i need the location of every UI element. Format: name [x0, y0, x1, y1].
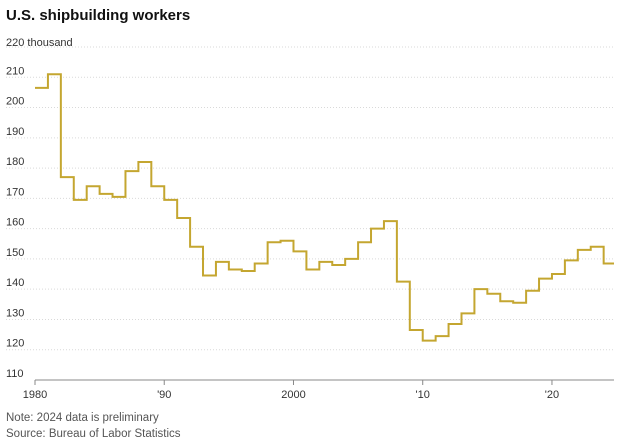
- y-tick-label: 110: [6, 368, 24, 380]
- series-layer: [35, 73, 614, 342]
- y-tick-label: 170: [6, 186, 24, 198]
- series-line: [35, 73, 614, 342]
- gridlines: [6, 46, 614, 351]
- x-tick-label: '10: [416, 389, 430, 401]
- y-tick-label: 210: [6, 65, 24, 77]
- y-tick-label: 120: [6, 338, 24, 350]
- x-axis-ticks: 1980 '90 2000 '10 '20: [23, 380, 559, 401]
- x-tick-label: '20: [545, 389, 559, 401]
- y-tick-label: 140: [6, 277, 24, 289]
- chart-source: Source: Bureau of Labor Statistics: [6, 428, 181, 440]
- y-axis-ticks: 110 120 130 140 150 160 170 180 190 200 210: [6, 65, 24, 380]
- y-tick-label: 150: [6, 247, 24, 259]
- y-tick-label: 160: [6, 217, 24, 229]
- y-tick-label: 130: [6, 307, 24, 319]
- x-tick-label: 2000: [281, 389, 305, 401]
- x-tick-label: '90: [157, 389, 171, 401]
- chart-note: Note: 2024 data is preliminary: [6, 412, 159, 424]
- x-tick-label: 1980: [23, 389, 47, 401]
- y-tick-label: 180: [6, 156, 24, 168]
- y-tick-label: 200: [6, 96, 24, 108]
- chart-title: U.S. shipbuilding workers: [6, 7, 190, 24]
- y-tick-label: 190: [6, 126, 24, 138]
- y-axis-unit-label: 220 thousand: [6, 37, 73, 49]
